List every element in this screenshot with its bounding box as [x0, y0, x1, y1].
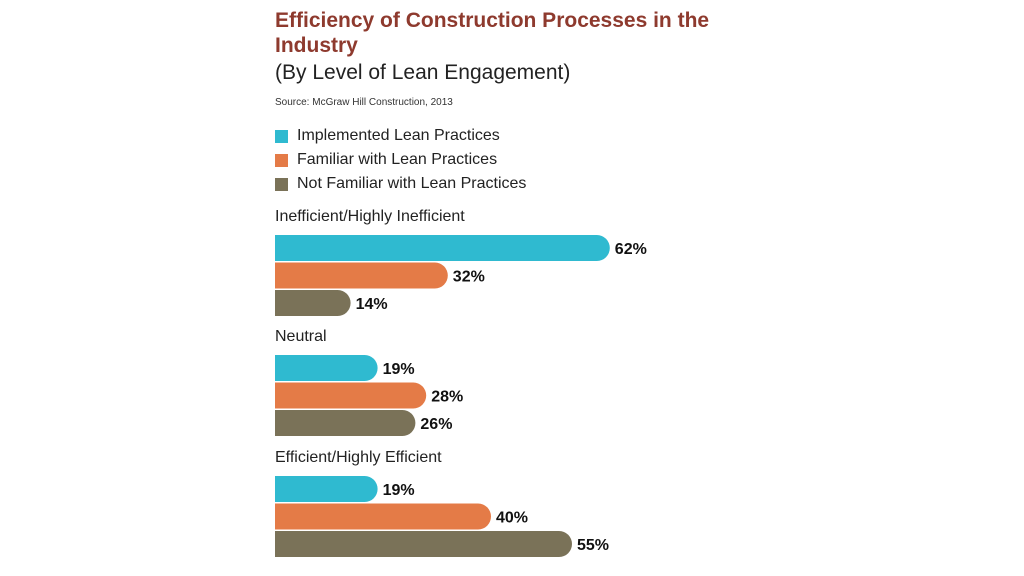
value-label-inefficient-highly-inefficient-not-familiar-with-lean-practices: 14%	[356, 296, 388, 313]
bar-inefficient-highly-inefficient-implemented-lean-practices	[275, 235, 610, 261]
value-label-inefficient-highly-inefficient-implemented-lean-practices: 62%	[615, 241, 647, 258]
value-label-neutral-familiar-with-lean-practices: 28%	[431, 389, 463, 406]
value-label-inefficient-highly-inefficient-familiar-with-lean-practices: 32%	[453, 269, 485, 286]
value-label-efficient-highly-efficient-familiar-with-lean-practices: 40%	[496, 510, 528, 527]
bar-neutral-not-familiar-with-lean-practices	[275, 410, 416, 436]
chart-title: Efficiency of Construction Processes in …	[275, 9, 710, 57]
value-label-neutral-implemented-lean-practices: 19%	[383, 361, 415, 378]
legend: Implemented Lean Practices Familiar with…	[275, 124, 526, 196]
legend-item-not-familiar: Not Familiar with Lean Practices	[275, 172, 526, 196]
bar-inefficient-highly-inefficient-familiar-with-lean-practices	[275, 262, 448, 289]
bar-efficient-highly-efficient-not-familiar-with-lean-practices	[275, 531, 572, 557]
legend-label-implemented: Implemented Lean Practices	[297, 127, 500, 144]
category-label-inefficient-highly-inefficient: Inefficient/Highly Inefficient	[275, 208, 465, 225]
value-label-neutral-not-familiar-with-lean-practices: 26%	[420, 416, 452, 433]
legend-swatch-not-familiar	[275, 177, 288, 191]
chart-source: Source: McGraw Hill Construction, 2013	[275, 97, 453, 108]
bar-neutral-familiar-with-lean-practices	[275, 382, 427, 409]
legend-label-not-familiar: Not Familiar with Lean Practices	[297, 175, 527, 192]
category-label-neutral: Neutral	[275, 328, 327, 345]
legend-swatch-implemented	[275, 129, 288, 143]
value-label-efficient-highly-efficient-not-familiar-with-lean-practices: 55%	[577, 537, 609, 554]
category-label-efficient-highly-efficient: Efficient/Highly Efficient	[275, 449, 442, 466]
bar-efficient-highly-efficient-implemented-lean-practices	[275, 476, 378, 502]
chart-subtitle: (By Level of Lean Engagement)	[275, 61, 571, 84]
legend-item-implemented: Implemented Lean Practices	[275, 124, 526, 148]
bar-neutral-implemented-lean-practices	[275, 355, 378, 381]
legend-item-familiar: Familiar with Lean Practices	[275, 148, 526, 172]
bar-efficient-highly-efficient-familiar-with-lean-practices	[275, 503, 492, 530]
legend-label-familiar: Familiar with Lean Practices	[297, 151, 498, 168]
legend-swatch-familiar	[275, 153, 288, 167]
value-label-efficient-highly-efficient-implemented-lean-practices: 19%	[383, 482, 415, 499]
bar-inefficient-highly-inefficient-not-familiar-with-lean-practices	[275, 290, 351, 316]
